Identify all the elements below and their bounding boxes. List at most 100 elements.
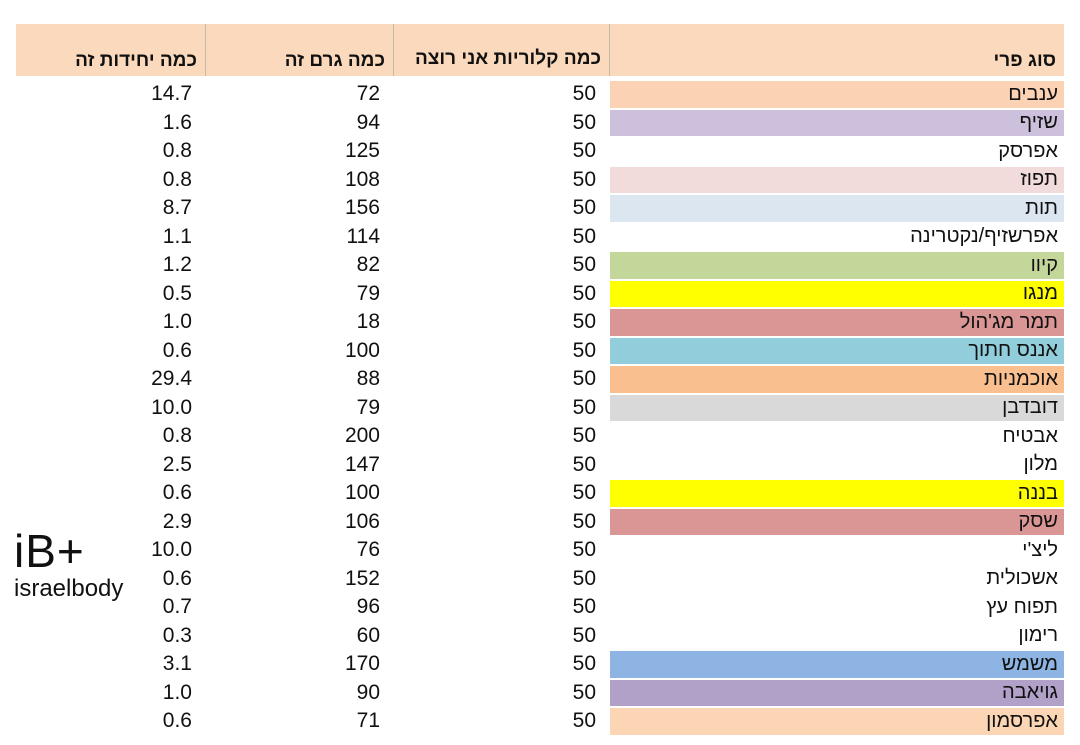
cell-fruit: משמש — [610, 651, 1064, 678]
cell-calories: 50 — [572, 395, 596, 419]
cell-calories: 50 — [572, 224, 596, 248]
table-row: 8.7 156 50 תות — [16, 194, 1064, 223]
cell-units: 1.1 — [162, 224, 192, 248]
table-row: 1.0 90 50 גויאבה — [16, 679, 1064, 708]
cell-units: 0.6 — [162, 338, 192, 362]
table-header: כמה יחידות זה כמה גרם זה כמה קלוריות אני… — [16, 24, 1064, 76]
cell-units: 14.7 — [151, 82, 192, 106]
cell-calories: 50 — [572, 338, 596, 362]
cell-calories: 50 — [572, 452, 596, 476]
cell-units: 8.7 — [162, 196, 192, 220]
table-row: 0.6 152 50 אשכולית — [16, 565, 1064, 594]
cell-grams: 82 — [356, 253, 380, 277]
table-row: 0.6 100 50 אננס חתוך — [16, 337, 1064, 366]
cell-calories: 50 — [572, 281, 596, 305]
cell-units: 2.9 — [162, 509, 192, 533]
cell-units: 10.0 — [151, 395, 192, 419]
cell-fruit: מלון — [610, 451, 1064, 478]
cell-grams: 114 — [346, 224, 380, 248]
header-grams: כמה גרם זה — [206, 24, 394, 76]
cell-grams: 79 — [356, 281, 380, 305]
cell-grams: 60 — [356, 623, 380, 647]
cell-fruit: אבטיח — [610, 423, 1064, 450]
cell-fruit: קיוו — [610, 252, 1064, 279]
table-row: 0.8 200 50 אבטיח — [16, 422, 1064, 451]
cell-calories: 50 — [572, 709, 596, 733]
cell-units: 0.6 — [162, 566, 192, 590]
cell-grams: 88 — [356, 367, 380, 391]
cell-fruit: מנגו — [610, 280, 1064, 307]
cell-grams: 100 — [344, 481, 380, 505]
cell-fruit: אוכמניות — [610, 366, 1064, 393]
logo-text: israelbody — [14, 575, 124, 602]
fruit-calorie-table: כמה יחידות זה כמה גרם זה כמה קלוריות אני… — [16, 24, 1064, 736]
cell-units: 0.6 — [162, 481, 192, 505]
cell-units: 3.1 — [162, 652, 192, 676]
cell-fruit: ענבים — [610, 81, 1064, 108]
header-calories: כמה קלוריות אני רוצה — [394, 24, 610, 76]
cell-grams: 90 — [356, 680, 380, 704]
cell-fruit: אננס חתוך — [610, 337, 1064, 364]
table-row: 0.6 100 50 בננה — [16, 479, 1064, 508]
cell-grams: 96 — [356, 595, 380, 619]
cell-fruit: תפוז — [610, 166, 1064, 193]
table-row: 1.6 94 50 שזיף — [16, 109, 1064, 138]
cell-calories: 50 — [572, 196, 596, 220]
cell-units: 0.3 — [162, 623, 192, 647]
table-row: 29.4 88 50 אוכמניות — [16, 365, 1064, 394]
cell-grams: 71 — [356, 709, 380, 733]
cell-calories: 50 — [572, 538, 596, 562]
cell-fruit: תות — [610, 195, 1064, 222]
cell-fruit: אפרשזיף/נקטרינה — [610, 223, 1064, 250]
cell-grams: 125 — [344, 139, 380, 163]
cell-grams: 72 — [356, 82, 380, 106]
table-row: 10.0 79 50 דובדבן — [16, 394, 1064, 423]
header-fruit: סוג פרי — [610, 24, 1064, 76]
cell-grams: 156 — [344, 196, 380, 220]
table-row: 1.2 82 50 קיוו — [16, 251, 1064, 280]
cell-calories: 50 — [572, 424, 596, 448]
cell-calories: 50 — [572, 680, 596, 704]
table-row: 0.8 125 50 אפרסק — [16, 137, 1064, 166]
cell-units: 2.5 — [162, 452, 192, 476]
cell-calories: 50 — [572, 595, 596, 619]
table-row: 3.1 170 50 משמש — [16, 650, 1064, 679]
cell-calories: 50 — [572, 509, 596, 533]
table-row: 0.6 71 50 אפרסמון — [16, 707, 1064, 736]
cell-fruit: שסק — [610, 508, 1064, 535]
cell-grams: 106 — [344, 509, 380, 533]
cell-grams: 79 — [356, 395, 380, 419]
cell-fruit: ליצ'י — [610, 537, 1064, 564]
cell-fruit: תפוח עץ — [610, 594, 1064, 621]
cell-units: 1.6 — [162, 110, 192, 134]
cell-calories: 50 — [572, 367, 596, 391]
cell-calories: 50 — [572, 82, 596, 106]
cell-grams: 100 — [344, 338, 380, 362]
cell-fruit: גויאבה — [610, 679, 1064, 706]
header-units: כמה יחידות זה — [16, 24, 206, 76]
table-row: 0.7 96 50 תפוח עץ — [16, 593, 1064, 622]
table-row: 10.0 76 50 ליצ'י — [16, 536, 1064, 565]
cell-calories: 50 — [572, 566, 596, 590]
cell-grams: 18 — [356, 310, 380, 334]
cell-grams: 76 — [356, 538, 380, 562]
cell-units: 1.2 — [162, 253, 192, 277]
cell-fruit: תמר מג'הול — [610, 309, 1064, 336]
table-row: 2.5 147 50 מלון — [16, 451, 1064, 480]
cell-units: 0.5 — [162, 281, 192, 305]
cell-units: 0.8 — [162, 167, 192, 191]
cell-calories: 50 — [572, 139, 596, 163]
israelbody-logo: iB+ israelbody — [14, 528, 123, 602]
cell-units: 0.7 — [162, 595, 192, 619]
cell-calories: 50 — [572, 652, 596, 676]
cell-fruit: אשכולית — [610, 565, 1064, 592]
cell-fruit: דובדבן — [610, 394, 1064, 421]
cell-calories: 50 — [572, 253, 596, 277]
cell-calories: 50 — [572, 623, 596, 647]
cell-grams: 94 — [356, 110, 380, 134]
table-row: 1.1 114 50 אפרשזיף/נקטרינה — [16, 223, 1064, 252]
table-row: 14.7 72 50 ענבים — [16, 80, 1064, 109]
cell-units: 10.0 — [151, 538, 192, 562]
cell-calories: 50 — [572, 110, 596, 134]
cell-units: 1.0 — [162, 310, 192, 334]
